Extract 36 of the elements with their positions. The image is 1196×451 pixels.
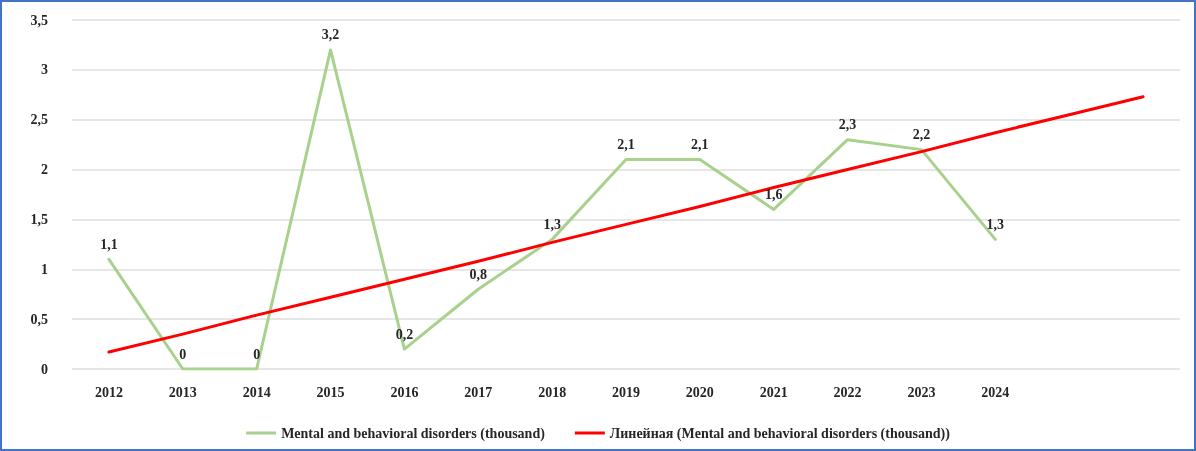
x-tick-label: 2014 bbox=[242, 384, 271, 400]
x-tick-label: 2023 bbox=[907, 384, 936, 400]
y-tick-label: 3,5 bbox=[30, 12, 48, 28]
y-tick-label: 2 bbox=[41, 162, 48, 178]
x-tick-label: 2024 bbox=[981, 384, 1010, 400]
data-label: 3,2 bbox=[321, 27, 340, 43]
data-label: 0,8 bbox=[469, 266, 488, 282]
data-label: 1,3 bbox=[543, 216, 561, 232]
data-label: 2,3 bbox=[838, 117, 857, 133]
y-tick-label: 0,5 bbox=[30, 311, 48, 327]
x-tick-label: 2019 bbox=[612, 384, 640, 400]
x-tick-label: 2012 bbox=[94, 384, 123, 400]
x-tick-label: 2013 bbox=[168, 384, 197, 400]
legend-label: Линейная (Mental and behavioral disorders (thousand)) bbox=[609, 425, 951, 442]
data-label: 0 bbox=[253, 346, 261, 362]
x-tick-label: 2015 bbox=[316, 384, 345, 400]
x-tick-label: 2022 bbox=[833, 384, 862, 400]
x-tick-label: 2020 bbox=[685, 384, 714, 400]
y-tick-label: 1 bbox=[41, 261, 48, 277]
data-label: 0,2 bbox=[395, 326, 414, 342]
y-tick-label: 3 bbox=[41, 62, 48, 78]
y-tick-label: 2,5 bbox=[30, 112, 48, 128]
data-label: 2,1 bbox=[691, 137, 709, 153]
data-label: 0 bbox=[179, 346, 187, 362]
legend-label: Mental and behavioral disorders (thousand) bbox=[281, 425, 546, 442]
data-label: 2,1 bbox=[617, 137, 635, 153]
x-tick-label: 2016 bbox=[390, 384, 419, 400]
data-label: 1,6 bbox=[764, 186, 783, 202]
x-tick-label: 2017 bbox=[464, 384, 493, 400]
y-tick-label: 0 bbox=[41, 361, 48, 377]
data-label: 2,2 bbox=[912, 127, 931, 143]
x-tick-label: 2018 bbox=[538, 384, 567, 400]
data-label: 1,1 bbox=[100, 236, 118, 252]
y-tick-label: 1,5 bbox=[30, 211, 48, 227]
data-label: 1,3 bbox=[986, 216, 1005, 232]
x-tick-label: 2021 bbox=[759, 384, 788, 400]
